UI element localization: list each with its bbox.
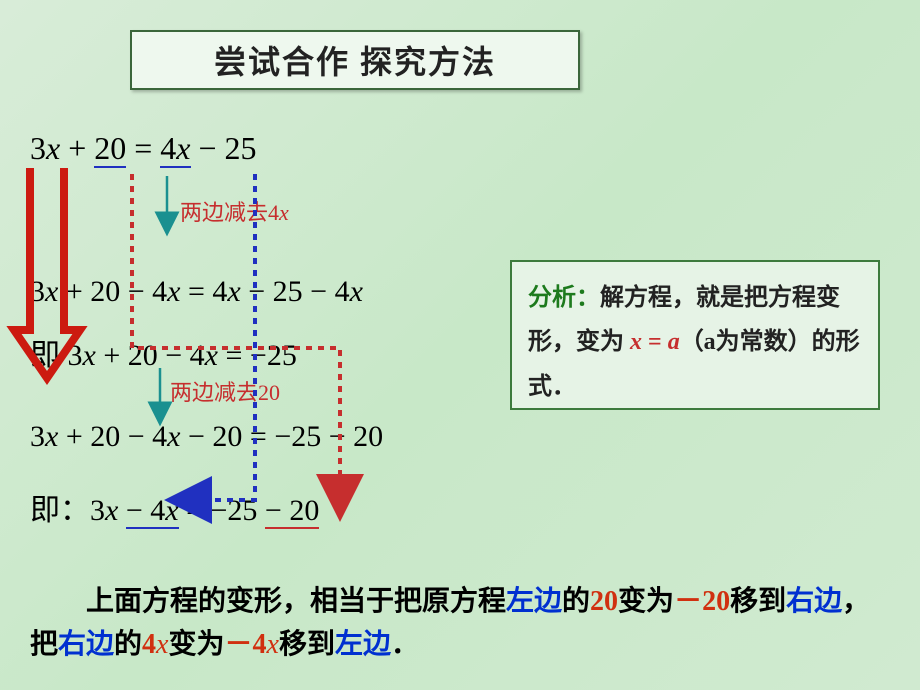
analysis-prefix: 分析： <box>528 285 600 311</box>
analysis-box: 分析：解方程，就是把方程变形，变为 x = a（a为常数）的形式． <box>510 260 880 410</box>
equation-4: 3x + 20 − 4x − 20 = −25 − 20 <box>30 420 383 454</box>
bottom-summary: 上面方程的变形，相当于把原方程左边的20变为－20移到右边，把右边的4x变为－4… <box>30 580 890 667</box>
equation-5: 即：3x − 4x = −25 − 20 <box>30 485 319 529</box>
note-subtract-4x: 两边减去4x <box>180 195 289 227</box>
equation-3: 即 3x + 20 − 4x = −25 <box>30 330 297 374</box>
title-text: 尝试合作 探究方法 <box>214 37 496 83</box>
equation-1: 3x + 20 = 4x − 25 <box>30 130 257 167</box>
title-box: 尝试合作 探究方法 <box>130 30 580 90</box>
note-subtract-20: 两边减去20 <box>170 375 280 407</box>
equation-2: 3x + 20 − 4x = 4x − 25 − 4x <box>30 275 363 309</box>
